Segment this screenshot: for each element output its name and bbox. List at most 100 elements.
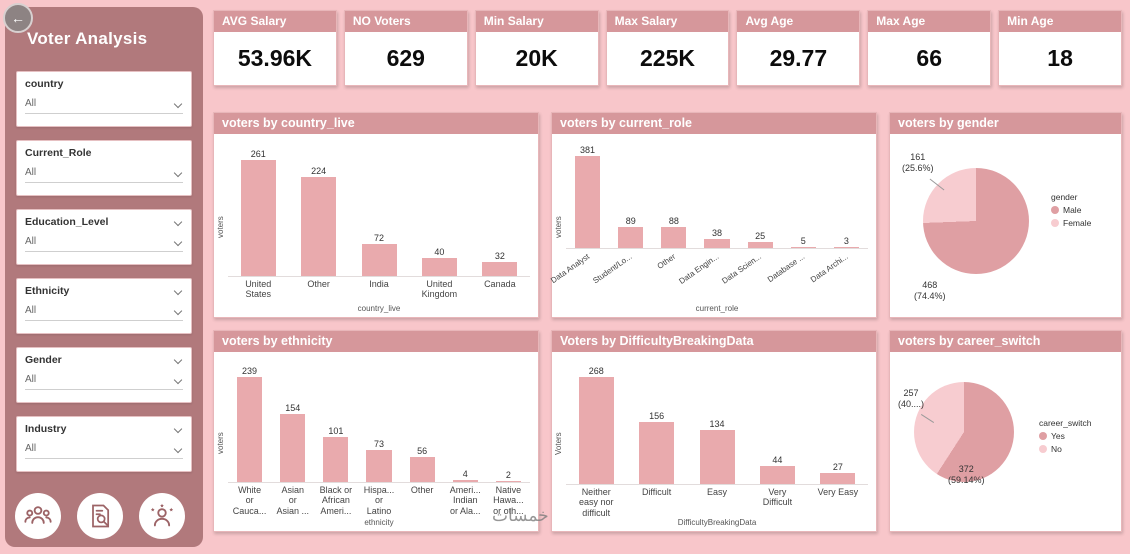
filter-dropdown[interactable]: All (25, 305, 183, 321)
legend-title: gender (1051, 192, 1078, 202)
filter-dropdown[interactable]: All (25, 374, 183, 390)
bar-column[interactable]: 261 (228, 140, 288, 276)
kpi-value: 629 (386, 45, 425, 71)
bar-column[interactable]: 239 (228, 358, 271, 482)
bar-column[interactable]: 88 (652, 140, 695, 248)
bar[interactable] (747, 241, 773, 248)
legend: gender Male Female (1051, 192, 1107, 228)
people-group-icon[interactable] (15, 493, 61, 539)
chart-difficulty[interactable]: Voters by DifficultyBreakingData Voters … (551, 330, 877, 532)
kpi-card-max-salary[interactable]: Max Salary 225K (605, 10, 730, 86)
bar[interactable] (421, 258, 457, 276)
filter-dropdown[interactable]: All (25, 443, 183, 459)
bar[interactable] (820, 473, 856, 484)
chart-gender[interactable]: voters by gender 161 (25.6%) 468 (74.4%)… (889, 112, 1122, 318)
bar-column[interactable]: 44 (747, 358, 807, 484)
back-button[interactable]: ← (3, 3, 33, 33)
bar-column[interactable]: 224 (288, 140, 348, 276)
filter-dropdown[interactable]: All (25, 236, 183, 252)
kpi-card-min-age[interactable]: Min Age 18 (998, 10, 1123, 86)
bar-value-label: 156 (649, 410, 665, 421)
career-switch-pie[interactable] (914, 382, 1014, 482)
legend-item-female[interactable]: Female (1051, 218, 1107, 228)
filter-value: All (25, 167, 37, 178)
category-label: United Kingdom (421, 279, 458, 300)
bar-column[interactable]: 73 (357, 358, 400, 482)
kpi-card-avg-age[interactable]: Avg Age 29.77 (736, 10, 861, 86)
legend-items: Male Female (1051, 205, 1107, 228)
bar-column[interactable]: 5 (782, 140, 825, 248)
legend-item-yes[interactable]: Yes (1039, 431, 1101, 441)
legend-item-no[interactable]: No (1039, 444, 1101, 454)
pie-body: 161 (25.6%) 468 (74.4%) gender Male Femal… (890, 134, 1121, 317)
report-search-icon[interactable] (77, 493, 123, 539)
bar-column[interactable]: 4 (444, 358, 487, 482)
legend-dot (1051, 206, 1059, 214)
bar-value-label: 154 (285, 403, 301, 414)
filter-education_level: Education_Level All (16, 209, 192, 265)
bar[interactable] (366, 449, 392, 482)
category-label: Difficult (641, 487, 672, 497)
bar-column[interactable]: 381 (566, 140, 609, 248)
filter-value: All (25, 374, 37, 385)
bar[interactable] (301, 176, 337, 276)
kpi-card-no-voters[interactable]: NO Voters 629 (343, 10, 468, 86)
chevron-down-icon[interactable] (173, 286, 183, 296)
bar-column[interactable]: 32 (470, 140, 530, 276)
chart-current-role[interactable]: voters by current_role voters 381 89 88 38 2… (549, 112, 877, 318)
bar[interactable] (452, 480, 478, 482)
chart-country-live[interactable]: voters by country_live voters 261 224 72 40… (213, 112, 539, 318)
bar-column[interactable]: 154 (271, 358, 314, 482)
bar[interactable] (704, 238, 730, 248)
bar-column[interactable]: 101 (314, 358, 357, 482)
legend-item-male[interactable]: Male (1051, 205, 1107, 215)
kpi-card-avg-salary[interactable]: AVG Salary 53.96K (213, 10, 337, 86)
chevron-down-icon[interactable] (173, 355, 183, 365)
bar[interactable] (699, 430, 735, 484)
category-label: Ameri... Indian or Ala... (449, 485, 481, 516)
bar[interactable] (578, 376, 614, 484)
bar[interactable] (833, 247, 859, 248)
bar[interactable] (618, 226, 644, 248)
chevron-down-icon[interactable] (173, 424, 183, 434)
bar[interactable] (661, 226, 687, 248)
bar-column[interactable]: 134 (687, 358, 747, 484)
bar-value-label: 134 (709, 419, 725, 430)
bar[interactable] (323, 437, 349, 482)
bar[interactable] (361, 244, 397, 276)
bar-value-label: 268 (588, 365, 604, 376)
bar[interactable] (240, 160, 276, 276)
bar-column[interactable]: 2 (487, 358, 530, 482)
bar[interactable] (759, 466, 795, 484)
bar[interactable] (280, 414, 306, 482)
filter-dropdown[interactable]: All (25, 98, 183, 114)
bar[interactable] (482, 261, 518, 276)
bar-column[interactable]: 38 (695, 140, 738, 248)
gender-pie[interactable] (923, 168, 1029, 274)
kpi-card-min-salary[interactable]: Min Salary 20K (474, 10, 599, 86)
bar-column[interactable]: 72 (349, 140, 409, 276)
bar-column[interactable]: 40 (409, 140, 469, 276)
bar[interactable] (790, 246, 816, 248)
category-label: Very Easy (817, 487, 859, 497)
x-axis-label: current_role (695, 304, 739, 313)
bar-column[interactable]: 56 (401, 358, 444, 482)
filter-dropdown[interactable]: All (25, 167, 183, 183)
chevron-down-icon[interactable] (173, 217, 183, 227)
bar-value-label: 38 (711, 227, 722, 238)
bar[interactable] (495, 481, 521, 482)
bar[interactable] (639, 421, 675, 484)
bar-column[interactable]: 25 (739, 140, 782, 248)
bar-column[interactable]: 89 (609, 140, 652, 248)
bar-column[interactable]: 156 (626, 358, 686, 484)
person-stars-icon[interactable] (139, 493, 185, 539)
kpi-card-max-age[interactable]: Max Age 66 (867, 10, 992, 86)
bar[interactable] (409, 457, 435, 482)
bar[interactable] (575, 156, 601, 248)
chart-ethnicity[interactable]: voters by ethnicity voters 239 154 101 73 56… (213, 330, 539, 532)
bar-column[interactable]: 268 (566, 358, 626, 484)
chart-career-switch[interactable]: voters by career_switch 257 (40....) 372… (889, 330, 1122, 532)
bar-column[interactable]: 3 (825, 140, 868, 248)
bar[interactable] (237, 376, 263, 482)
bar-column[interactable]: 27 (808, 358, 868, 484)
